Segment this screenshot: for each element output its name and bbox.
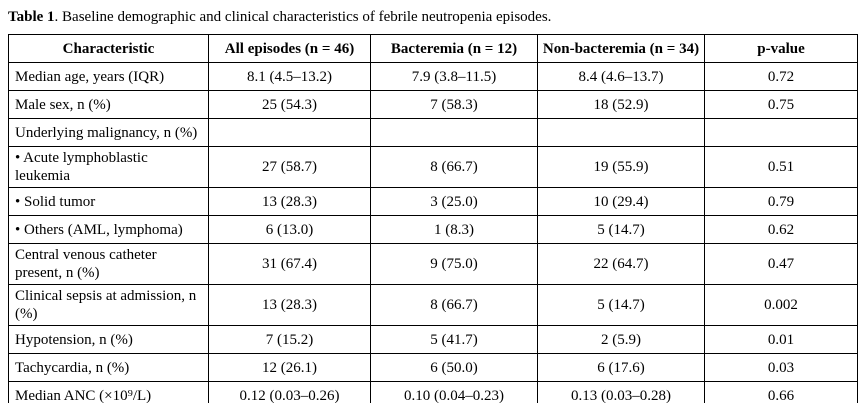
cell-p-value: 0.66 xyxy=(704,381,858,403)
cell-non-bacteremia: 6 (17.6) xyxy=(537,353,705,382)
cell-all-episodes: 0.12 (0.03–0.26) xyxy=(208,381,371,403)
column-header-bacteremia: Bacteremia (n = 12) xyxy=(370,34,538,63)
cell-all-episodes: 27 (58.7) xyxy=(208,146,371,188)
cell-all-episodes: 13 (28.3) xyxy=(208,187,371,216)
cell-non-bacteremia: 2 (5.9) xyxy=(537,325,705,354)
cell-characteristic: Central venous catheter present, n (%) xyxy=(8,243,209,285)
cell-bacteremia: 8 (66.7) xyxy=(370,284,538,326)
cell-non-bacteremia: 10 (29.4) xyxy=(537,187,705,216)
column-header-characteristic: Characteristic xyxy=(8,34,209,63)
cell-p-value: 0.51 xyxy=(704,146,858,188)
cell-characteristic: Underlying malignancy, n (%) xyxy=(8,118,209,147)
cell-p-value: 0.62 xyxy=(704,215,858,244)
table-row: Underlying malignancy, n (%) xyxy=(8,118,858,147)
cell-all-episodes: 6 (13.0) xyxy=(208,215,371,244)
cell-all-episodes: 25 (54.3) xyxy=(208,90,371,119)
characteristics-table: Characteristic All episodes (n = 46) Bac… xyxy=(8,34,858,403)
cell-characteristic: • Solid tumor xyxy=(8,187,209,216)
column-header-all-episodes: All episodes (n = 46) xyxy=(208,34,371,63)
cell-all-episodes: 7 (15.2) xyxy=(208,325,371,354)
cell-bacteremia: 6 (50.0) xyxy=(370,353,538,382)
cell-non-bacteremia xyxy=(537,118,705,147)
table-row: Clinical sepsis at admission, n (%) 13 (… xyxy=(8,284,858,326)
table-caption-text: . Baseline demographic and clinical char… xyxy=(54,9,552,25)
cell-bacteremia: 7.9 (3.8–11.5) xyxy=(370,62,538,91)
cell-non-bacteremia: 5 (14.7) xyxy=(537,284,705,326)
cell-p-value xyxy=(704,118,858,147)
cell-p-value: 0.72 xyxy=(704,62,858,91)
cell-characteristic: Median ANC (×10⁹/L) xyxy=(8,381,209,403)
cell-non-bacteremia: 8.4 (4.6–13.7) xyxy=(537,62,705,91)
cell-all-episodes: 31 (67.4) xyxy=(208,243,371,285)
cell-p-value: 0.01 xyxy=(704,325,858,354)
table-row: Median ANC (×10⁹/L) 0.12 (0.03–0.26) 0.1… xyxy=(8,381,858,403)
header-row: Characteristic All episodes (n = 46) Bac… xyxy=(8,34,858,63)
cell-bacteremia xyxy=(370,118,538,147)
cell-all-episodes: 12 (26.1) xyxy=(208,353,371,382)
cell-p-value: 0.47 xyxy=(704,243,858,285)
cell-all-episodes: 8.1 (4.5–13.2) xyxy=(208,62,371,91)
cell-bacteremia: 0.10 (0.04–0.23) xyxy=(370,381,538,403)
column-header-non-bacteremia: Non-bacteremia (n = 34) xyxy=(537,34,705,63)
table-caption-label: Table 1 xyxy=(8,9,55,25)
cell-characteristic: Male sex, n (%) xyxy=(8,90,209,119)
cell-non-bacteremia: 19 (55.9) xyxy=(537,146,705,188)
cell-non-bacteremia: 22 (64.7) xyxy=(537,243,705,285)
table-row: Male sex, n (%) 25 (54.3) 7 (58.3) 18 (5… xyxy=(8,90,858,119)
cell-bacteremia: 9 (75.0) xyxy=(370,243,538,285)
cell-p-value: 0.002 xyxy=(704,284,858,326)
cell-all-episodes xyxy=(208,118,371,147)
table-row: Hypotension, n (%) 7 (15.2) 5 (41.7) 2 (… xyxy=(8,325,858,354)
table-row: Central venous catheter present, n (%) 3… xyxy=(8,243,858,285)
cell-p-value: 0.79 xyxy=(704,187,858,216)
cell-non-bacteremia: 0.13 (0.03–0.28) xyxy=(537,381,705,403)
cell-characteristic: • Acute lymphoblastic leukemia xyxy=(8,146,209,188)
table-row: Median age, years (IQR) 8.1 (4.5–13.2) 7… xyxy=(8,62,858,91)
cell-p-value: 0.03 xyxy=(704,353,858,382)
cell-characteristic: Tachycardia, n (%) xyxy=(8,353,209,382)
cell-characteristic: Clinical sepsis at admission, n (%) xyxy=(8,284,209,326)
table-row: • Acute lymphoblastic leukemia 27 (58.7)… xyxy=(8,146,858,188)
cell-bacteremia: 7 (58.3) xyxy=(370,90,538,119)
cell-bacteremia: 8 (66.7) xyxy=(370,146,538,188)
cell-characteristic: • Others (AML, lymphoma) xyxy=(8,215,209,244)
table-caption: Table 1. Baseline demographic and clinic… xyxy=(8,8,857,27)
table-row: Tachycardia, n (%) 12 (26.1) 6 (50.0) 6 … xyxy=(8,353,858,382)
table-row: • Solid tumor 13 (28.3) 3 (25.0) 10 (29.… xyxy=(8,187,858,216)
cell-p-value: 0.75 xyxy=(704,90,858,119)
cell-bacteremia: 1 (8.3) xyxy=(370,215,538,244)
table-row: • Others (AML, lymphoma) 6 (13.0) 1 (8.3… xyxy=(8,215,858,244)
cell-all-episodes: 13 (28.3) xyxy=(208,284,371,326)
cell-bacteremia: 5 (41.7) xyxy=(370,325,538,354)
cell-characteristic: Median age, years (IQR) xyxy=(8,62,209,91)
cell-non-bacteremia: 5 (14.7) xyxy=(537,215,705,244)
cell-bacteremia: 3 (25.0) xyxy=(370,187,538,216)
column-header-p-value: p-value xyxy=(704,34,858,63)
cell-characteristic: Hypotension, n (%) xyxy=(8,325,209,354)
cell-non-bacteremia: 18 (52.9) xyxy=(537,90,705,119)
